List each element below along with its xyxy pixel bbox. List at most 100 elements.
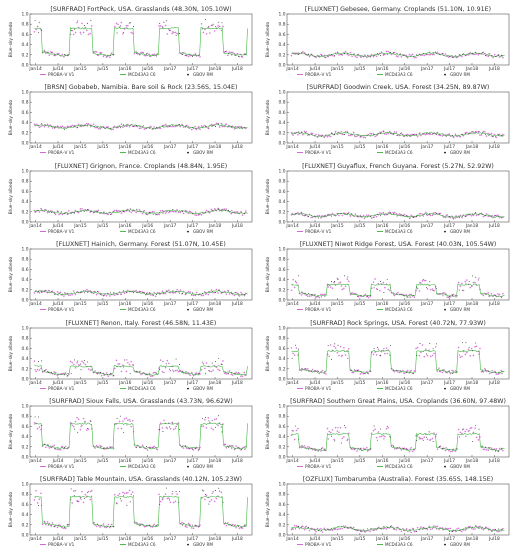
proba-point (95, 51, 98, 53)
proba-point (205, 293, 208, 295)
x-tick-label: Jul16 (141, 144, 153, 150)
y-tick-label: 0.0 (22, 63, 29, 69)
proba-point (174, 369, 177, 372)
gbov-point (47, 126, 49, 128)
proba-point (236, 126, 239, 129)
proba-point (205, 209, 208, 212)
proba-point (329, 135, 332, 138)
proba-point (200, 368, 203, 371)
proba-point (382, 54, 385, 56)
proba-point (331, 287, 334, 290)
legend-label: PROBA–V V1 (48, 386, 75, 391)
proba-point (398, 371, 401, 374)
proba-point (71, 361, 74, 364)
albedo-panel-2: [FLUXNET] Gebesee, Germany. Croplands (5… (265, 6, 510, 77)
y-axis-label: Blue–sky albedo (8, 257, 14, 293)
proba-point (51, 127, 54, 130)
gbov-point (110, 292, 111, 294)
gbov-point (468, 281, 470, 283)
x-tick-label: Jan15 (73, 380, 87, 386)
x-tick-label: Jul17 (186, 380, 198, 386)
gbov-point (175, 34, 177, 36)
proba-point (465, 279, 468, 282)
proba-point (45, 52, 47, 55)
proba-point (487, 449, 490, 452)
proba-point (130, 211, 133, 214)
proba-point (38, 498, 41, 501)
proba-point (485, 212, 488, 215)
gbov-point (51, 525, 52, 527)
proba-point (488, 372, 491, 374)
proba-point (497, 293, 499, 295)
proba-point (431, 288, 434, 291)
proba-point (456, 136, 458, 138)
gbov-point (178, 428, 180, 430)
proba-point (38, 426, 41, 428)
proba-point (169, 210, 172, 213)
proba-point (104, 293, 106, 296)
gbov-point (178, 292, 180, 294)
proba-point (364, 293, 367, 296)
proba-point (416, 136, 419, 139)
y-tick-label: 0.6 (279, 189, 286, 195)
x-tick-label: Jul16 (141, 223, 153, 229)
gbov-point (308, 53, 309, 55)
proba-point (487, 55, 490, 58)
gbov-point (224, 522, 226, 524)
proba-point (406, 56, 409, 59)
proba-point (405, 370, 408, 372)
proba-point (380, 131, 383, 134)
gbov-point (218, 488, 220, 490)
proba-point (123, 358, 126, 361)
proba-point (77, 363, 80, 366)
proba-point (131, 419, 134, 422)
proba-point (331, 212, 334, 215)
y-tick-label: 0.2 (22, 209, 29, 215)
proba-point (228, 51, 231, 53)
legend-swatch (187, 308, 189, 311)
legend-label: PROBA–V V1 (305, 464, 332, 469)
gbov-point (149, 292, 151, 294)
proba-point (387, 288, 390, 291)
gbov-point (478, 277, 480, 279)
proba-point (233, 448, 236, 451)
gbov-point (390, 344, 391, 346)
proba-point (102, 55, 105, 58)
albedo-panel-10: [SURFRAD] Rock Springs, USA. Forest (40.… (265, 320, 510, 391)
gbov-point (211, 420, 213, 421)
y-axis-label: Blue–sky albedo (8, 413, 14, 449)
proba-point (233, 294, 236, 297)
proba-point (302, 445, 304, 448)
proba-point (479, 347, 481, 349)
y-tick-label: 0.8 (22, 22, 29, 28)
gbov-point (294, 344, 296, 346)
proba-point (328, 135, 331, 138)
panel-title: [OZFLUX] Tumbarumba (Australia). Forest … (303, 477, 493, 484)
proba-point (431, 528, 434, 531)
gbov-point (396, 446, 398, 448)
proba-point (397, 55, 399, 58)
x-tick-label: Jan18 (465, 66, 479, 72)
proba-point (220, 491, 223, 494)
proba-point (483, 448, 486, 451)
gbov-point (481, 527, 483, 529)
x-tick-label: Jul15 (96, 66, 108, 72)
proba-point (434, 211, 437, 214)
legend-label: MCD43A3 C6 (128, 307, 156, 312)
legend-label: MCD43A3 C6 (385, 229, 413, 234)
proba-point (424, 134, 427, 136)
gbov-point (228, 290, 230, 292)
y-tick-label: 0.2 (279, 287, 286, 293)
proba-point (159, 209, 162, 212)
proba-point (140, 51, 142, 54)
gbov-point (301, 367, 303, 369)
gbov-point (370, 295, 372, 297)
proba-point (197, 526, 200, 529)
proba-point (315, 296, 317, 299)
proba-point (488, 52, 491, 55)
proba-point (112, 128, 115, 131)
proba-point (179, 126, 182, 128)
x-tick-label: Jul17 (443, 380, 455, 386)
proba-point (439, 212, 442, 215)
proba-point (74, 420, 77, 423)
